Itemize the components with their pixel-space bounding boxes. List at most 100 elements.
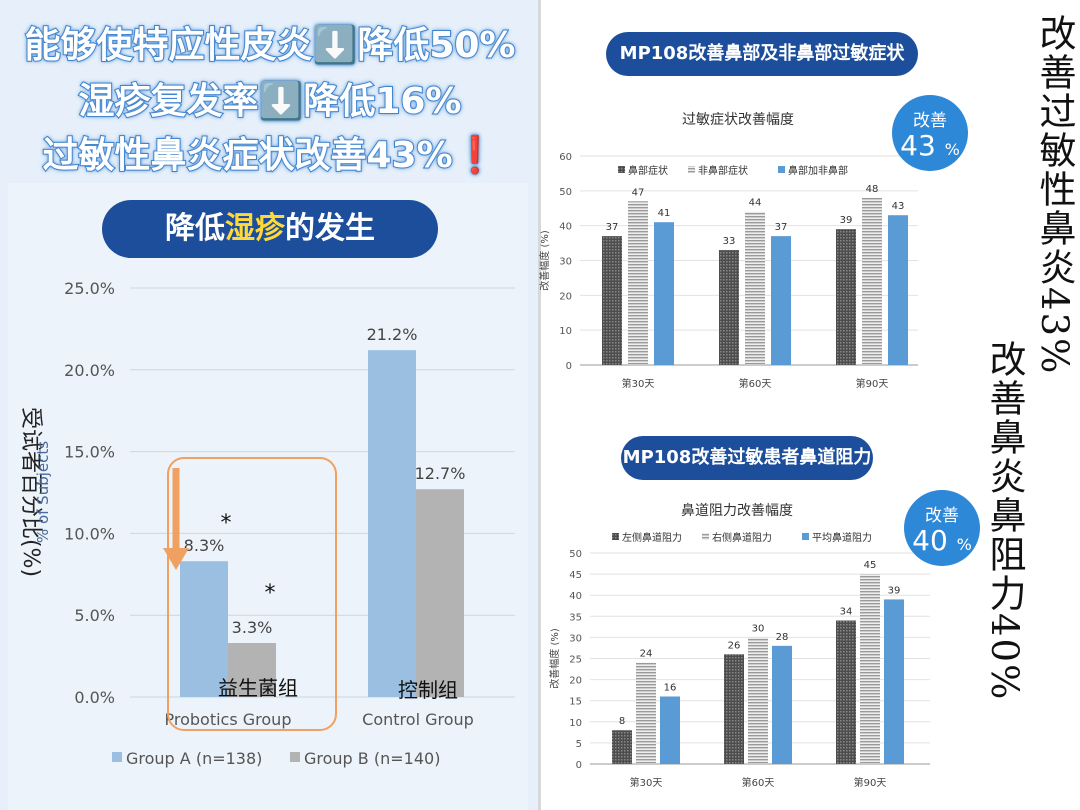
data-label: 28 bbox=[776, 632, 789, 643]
headline-dermatitis: 能够使特应性皮炎⬇️降低50% bbox=[24, 24, 517, 67]
y-tick-label: 30 bbox=[569, 633, 582, 644]
data-label: 8.3% bbox=[184, 536, 225, 555]
badge-value: 40 % bbox=[912, 524, 972, 557]
bar-series-2 bbox=[888, 215, 908, 365]
vertical-caption-resistance: 改善鼻炎鼻阻力40% bbox=[983, 340, 1026, 702]
data-label: 37 bbox=[775, 222, 788, 233]
y-tick-label: 10.0% bbox=[64, 524, 115, 543]
y-axis-label: 改善幅度 (%) bbox=[548, 628, 561, 689]
legend-label: Group A (n=138) bbox=[126, 749, 262, 768]
bar-series-2 bbox=[884, 599, 904, 764]
legend-swatch-b bbox=[290, 752, 300, 762]
data-label: 44 bbox=[749, 198, 762, 209]
y-tick-label: 25.0% bbox=[64, 279, 115, 298]
bar-series-1 bbox=[748, 637, 768, 764]
badge-label: 改善 bbox=[925, 506, 959, 526]
legend-swatch-a bbox=[112, 752, 122, 762]
title-highlight: 湿疹 bbox=[225, 211, 285, 246]
bar-series-0 bbox=[602, 236, 622, 365]
bar-series-1 bbox=[745, 211, 765, 365]
x-tick-label: 第60天 bbox=[739, 377, 772, 390]
data-label: 30 bbox=[752, 623, 765, 634]
y-tick-label: 35 bbox=[569, 612, 582, 623]
data-label: 47 bbox=[632, 187, 645, 198]
data-label: 37 bbox=[606, 222, 619, 233]
data-label: 12.7% bbox=[415, 464, 466, 483]
data-label: 16 bbox=[664, 682, 677, 693]
bar-series-0 bbox=[612, 730, 632, 764]
y-tick-label: 10 bbox=[569, 718, 582, 729]
legend-label: 右侧鼻道阻力 bbox=[712, 531, 772, 544]
data-label: 48 bbox=[866, 184, 879, 195]
bar-series-0 bbox=[719, 250, 739, 365]
legend-label: 左侧鼻道阻力 bbox=[622, 531, 682, 544]
y-tick-label: 25 bbox=[569, 655, 582, 666]
data-label: 3.3% bbox=[232, 618, 273, 637]
y-axis-label: 改善幅度 (%) bbox=[538, 230, 551, 291]
data-label: 26 bbox=[728, 640, 741, 651]
y-tick-label: 5 bbox=[576, 739, 582, 750]
bar-series-1 bbox=[862, 197, 882, 365]
category-label-cn: 控制组 bbox=[398, 678, 458, 702]
highlight-box bbox=[167, 457, 337, 731]
bar-group-a bbox=[180, 561, 228, 697]
bar-group-b bbox=[228, 643, 276, 697]
improvement-badge-40: 改善 40 % bbox=[904, 490, 980, 566]
headline-eczema: 湿疹复发率⬇️降低16% bbox=[78, 80, 463, 123]
y-axis-label: % of Subjects bbox=[34, 441, 52, 543]
y-axis-label-cn: 受试者百分比(%) bbox=[18, 407, 43, 577]
x-tick-label: 第30天 bbox=[622, 377, 655, 390]
category-label: Probotics Group bbox=[165, 710, 292, 729]
y-tick-label: 40 bbox=[569, 591, 582, 602]
y-tick-label: 0.0% bbox=[74, 688, 115, 707]
significance-mark: * bbox=[221, 511, 232, 536]
x-tick-label: 第90天 bbox=[856, 377, 889, 390]
data-label: 43 bbox=[892, 201, 905, 212]
y-tick-label: 50 bbox=[559, 187, 572, 198]
bar-series-0 bbox=[836, 620, 856, 764]
y-tick-label: 60 bbox=[559, 152, 572, 163]
x-tick-label: 第30天 bbox=[630, 776, 663, 789]
legend-swatch bbox=[802, 533, 809, 540]
significance-mark: * bbox=[265, 581, 276, 606]
y-tick-label: 15 bbox=[569, 697, 582, 708]
y-tick-label: 15.0% bbox=[64, 443, 115, 462]
data-label: 41 bbox=[658, 208, 671, 219]
legend-swatch bbox=[688, 166, 695, 173]
y-tick-label: 20.0% bbox=[64, 361, 115, 380]
legend-swatch bbox=[612, 533, 619, 540]
bar-group-a bbox=[368, 350, 416, 697]
bar-series-1 bbox=[860, 574, 880, 764]
eczema-bar-chart: 0.0% 5.0% 10.0% 15.0% 20.0% 25.0% 受试者百分比(%)% o… bbox=[18, 279, 515, 768]
bar-series-0 bbox=[724, 654, 744, 764]
bar-series-0 bbox=[836, 229, 856, 365]
y-tick-label: 40 bbox=[559, 222, 572, 233]
down-arrow-icon bbox=[163, 548, 189, 570]
data-label: 39 bbox=[840, 215, 853, 226]
bar-series-2 bbox=[772, 645, 792, 764]
legend-label: Group B (n=140) bbox=[304, 749, 440, 768]
y-tick-label: 5.0% bbox=[74, 606, 115, 625]
symptom-chart-title: MP108改善鼻部及非鼻部过敏症状 bbox=[606, 32, 918, 76]
chart-title: 鼻道阻力改善幅度 bbox=[681, 502, 793, 519]
data-label: 21.2% bbox=[367, 325, 418, 344]
eczema-chart-title: 降低湿疹的发生 bbox=[102, 200, 438, 258]
y-tick-label: 45 bbox=[569, 570, 582, 581]
y-tick-label: 10 bbox=[559, 326, 572, 337]
data-label: 45 bbox=[864, 560, 877, 571]
y-tick-label: 30 bbox=[559, 257, 572, 268]
chart-title: 过敏症状改善幅度 bbox=[682, 112, 794, 128]
legend-label: 鼻部症状 bbox=[628, 164, 668, 177]
bar-series-2 bbox=[771, 236, 791, 365]
y-tick-label: 20 bbox=[569, 676, 582, 687]
data-label: 34 bbox=[840, 607, 853, 618]
x-tick-label: 第60天 bbox=[742, 776, 775, 789]
data-label: 39 bbox=[888, 585, 901, 596]
x-tick-label: 第90天 bbox=[854, 776, 887, 789]
category-label: Control Group bbox=[362, 710, 474, 729]
y-tick-label: 0 bbox=[576, 760, 582, 771]
legend-label: 鼻部加非鼻部 bbox=[788, 164, 848, 177]
badge-value: 43 % bbox=[900, 129, 960, 162]
